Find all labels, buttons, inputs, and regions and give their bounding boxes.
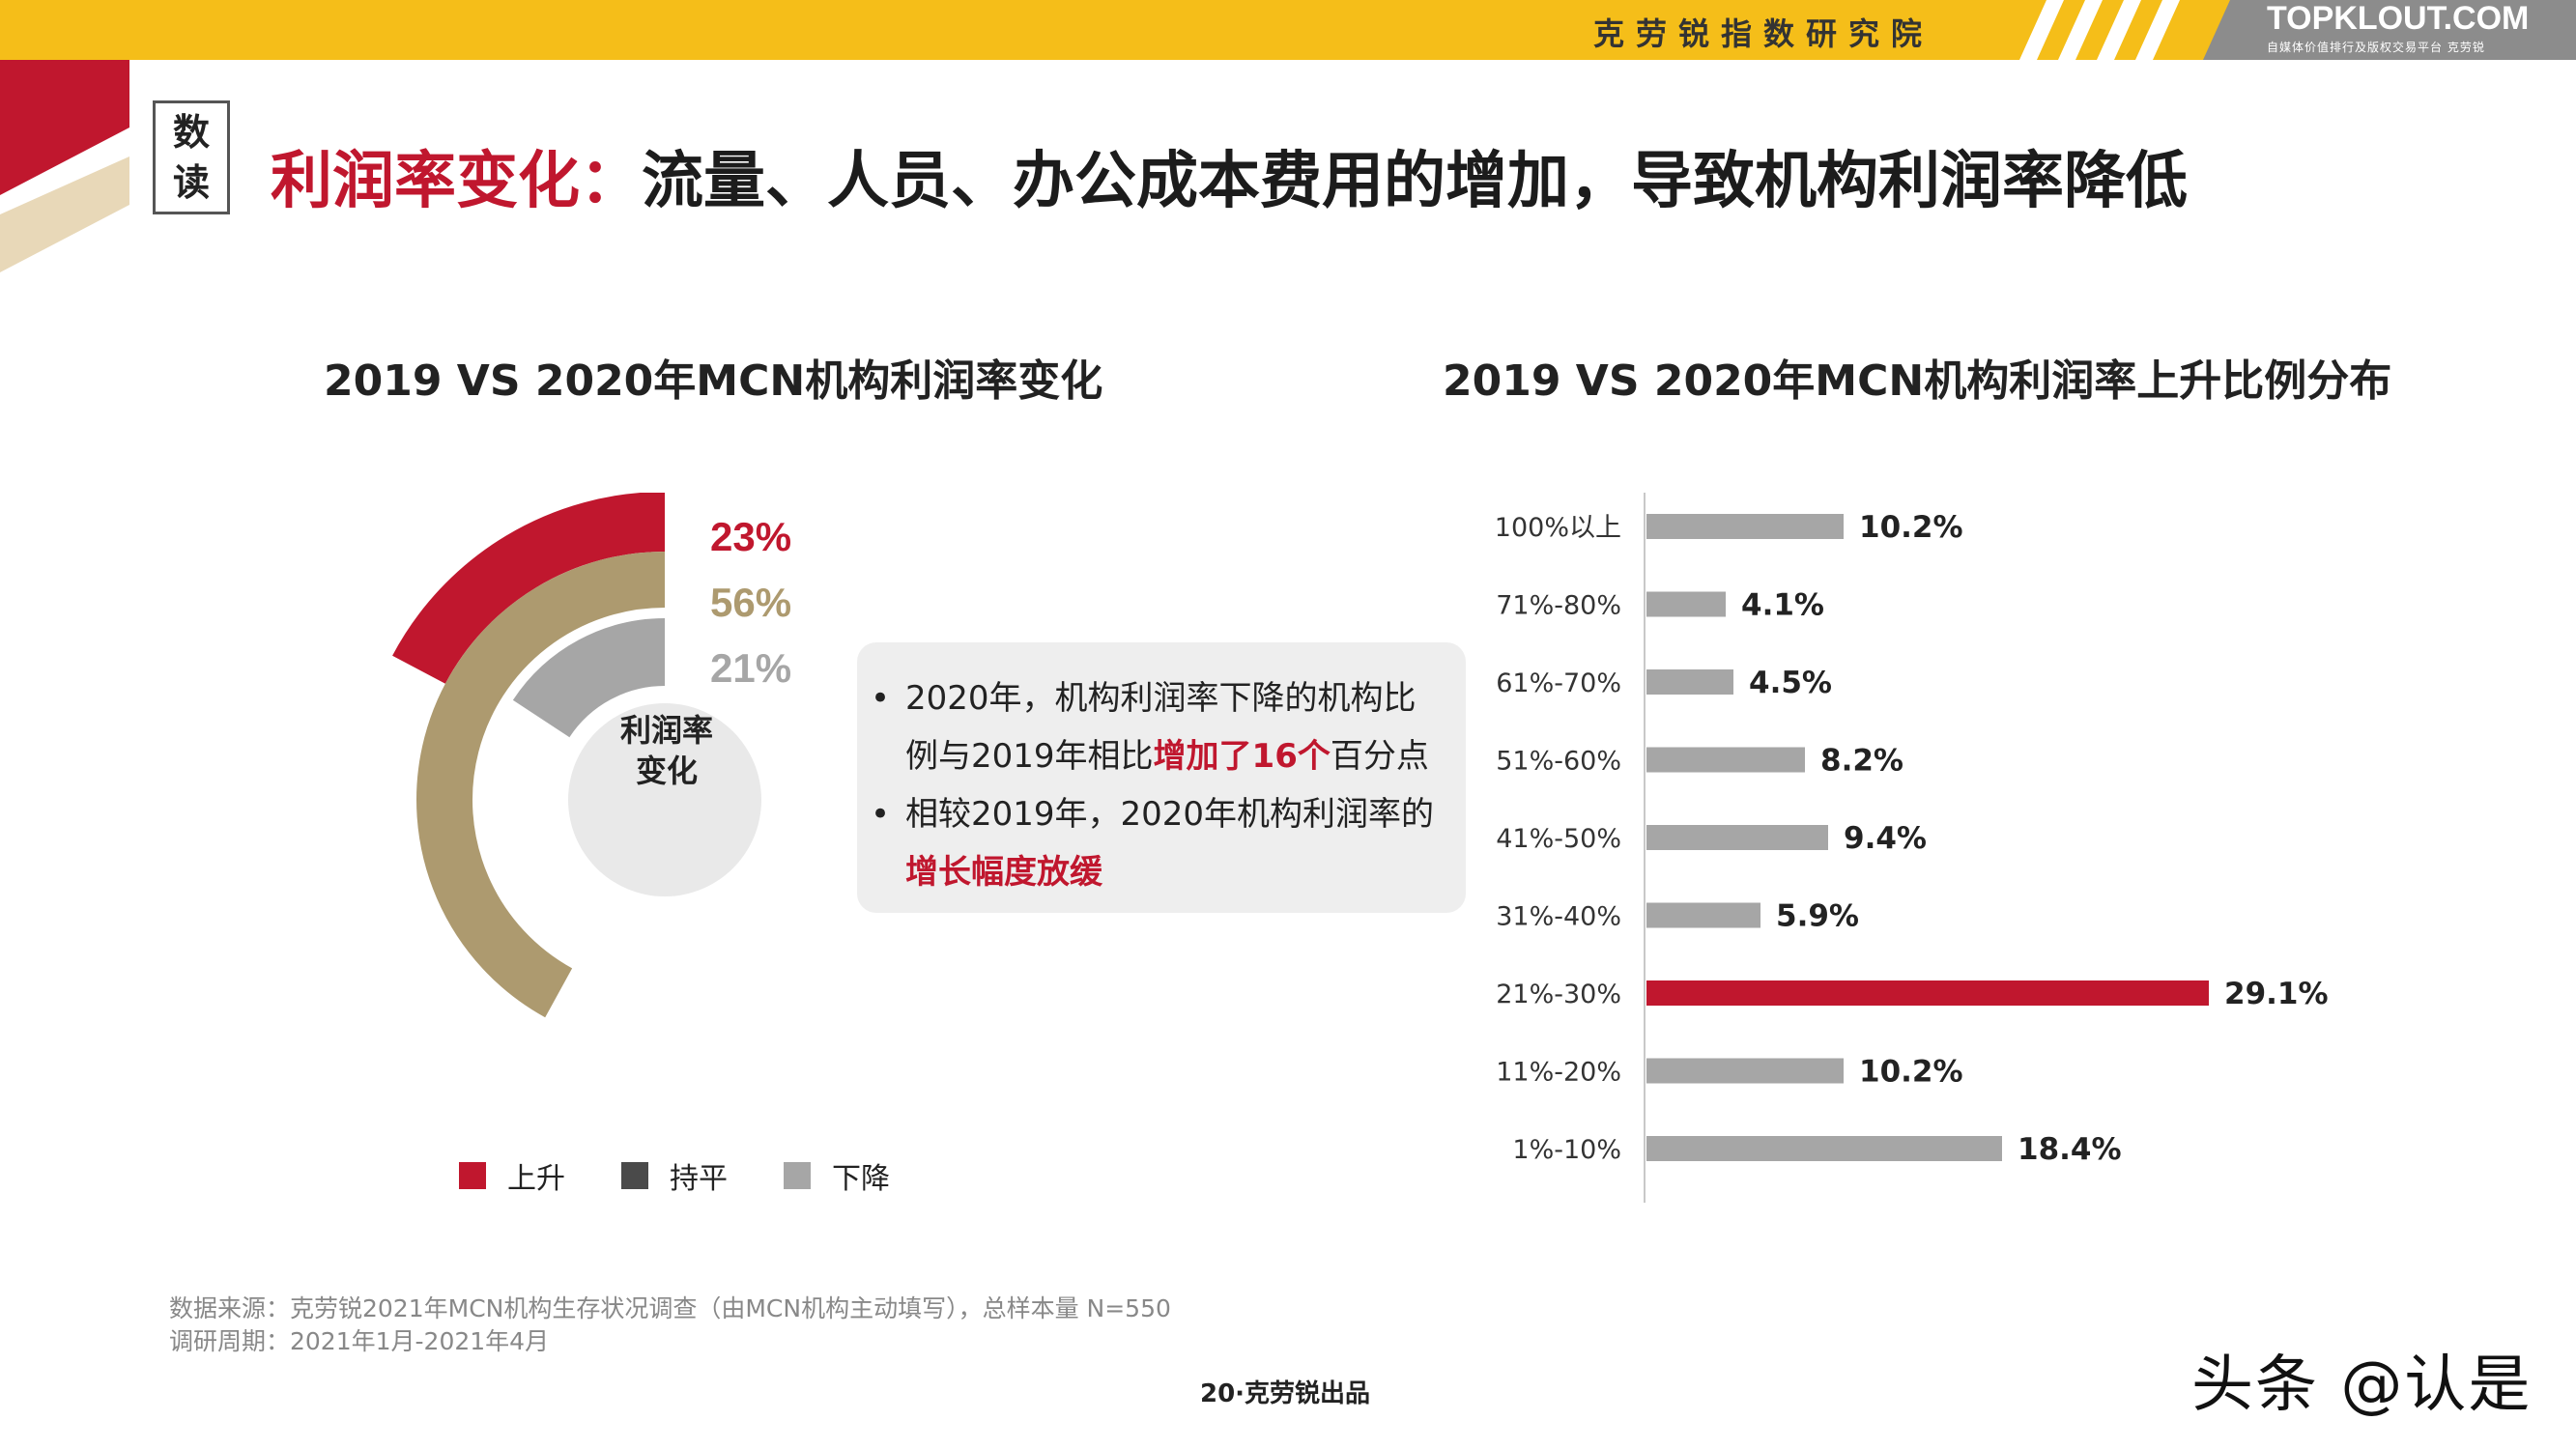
brand-logo: TOPKLOUT.COM 自媒体价值排行及版权交易平台 克劳锐 [2232,0,2576,60]
bar-value-label: 8.2% [1820,744,1903,779]
ring-chart [392,493,761,1018]
ring-arc-down [512,618,667,739]
bar-category-label: 61%-70% [1496,668,1621,698]
page-number: 20·克劳锐出品 [1200,1379,1371,1408]
ring-center-circle [568,703,761,896]
bar-category-label: 31%-40% [1496,902,1621,932]
ring-label-up: 23% [710,514,792,559]
note-item-2: • 相较2019年，2020年机构利润率的增长幅度放缓 [871,795,1435,892]
bar [1646,591,1726,617]
bar-value-label: 5.9% [1776,899,1859,934]
ring-label-down: 21% [710,645,792,691]
legend-item-down: 下降 [784,1154,890,1197]
bar-category-label: 41%-50% [1496,824,1621,854]
bar [1646,1058,1844,1084]
bar [1646,1136,2002,1161]
legend-item-up: 上升 [459,1154,565,1197]
bar-category-label: 71%-80% [1496,591,1621,621]
ring-center-label: 利润率 变化 [619,712,713,789]
bar-category-label: 100%以上 [1495,513,1621,543]
bar [1646,514,1844,539]
bar [1646,747,1805,773]
bar-category-label: 51%-60% [1496,747,1621,777]
bar-chart: 100%以上 10.2% 71%-80% 4.1% 61%-70% 4.5% 51%-60%… [1495,493,2329,1203]
page-title: 利润率变化：流量、人员、办公成本费用的增加，导致机构利润率降低 [271,146,2188,217]
bar-value-label: 10.2% [1859,510,1963,545]
legend-item-flat: 持平 [621,1154,728,1197]
bar-category-label: 11%-20% [1496,1058,1621,1088]
bar-value-label: 4.5% [1749,666,1832,700]
bar-chart-title: 2019 VS 2020年MCN机构利润率上升比例分布 [1443,356,2392,406]
header-stripes [2019,0,2242,60]
note-box: • 2020年，机构利润率下降的机构比例与2019年相比增加了16个百分点 • 相较… [857,642,1466,913]
signature: 头条 @认是 [2191,1350,2533,1421]
bar-category-label: 1%-10% [1512,1135,1621,1165]
org-name: 克劳锐指数研究院 [1592,15,1933,52]
bar-value-label: 10.2% [1859,1055,1963,1090]
bar-category-label: 21%-30% [1496,980,1621,1009]
bar-value-label: 9.4% [1844,821,1927,856]
bar [1646,825,1828,850]
note-item-1: • 2020年，机构利润率下降的机构比例与2019年相比增加了16个百分点 [871,679,1429,776]
bar-value-label: 4.1% [1741,588,1824,623]
ring-arc-flat [416,552,666,1018]
corner-decoration [0,60,129,272]
footer-note: 数据来源：克劳锐2021年MCN机构生存状况调查（由MCN机构主动填写），总样本… [169,1294,1171,1355]
ring-label-flat: 56% [710,580,792,625]
bar [1646,669,1733,695]
bar [1646,902,1760,928]
bar-value-label: 29.1% [2224,977,2329,1011]
ring-legend: 上升 持平 下降 [459,1154,890,1197]
bar [1646,980,2209,1006]
bar-value-label: 18.4% [2018,1132,2122,1167]
ring-chart-title: 2019 VS 2020年MCN机构利润率变化 [324,356,1103,406]
ring-arc-up [392,493,666,685]
section-tag: 数 读 [153,100,230,214]
